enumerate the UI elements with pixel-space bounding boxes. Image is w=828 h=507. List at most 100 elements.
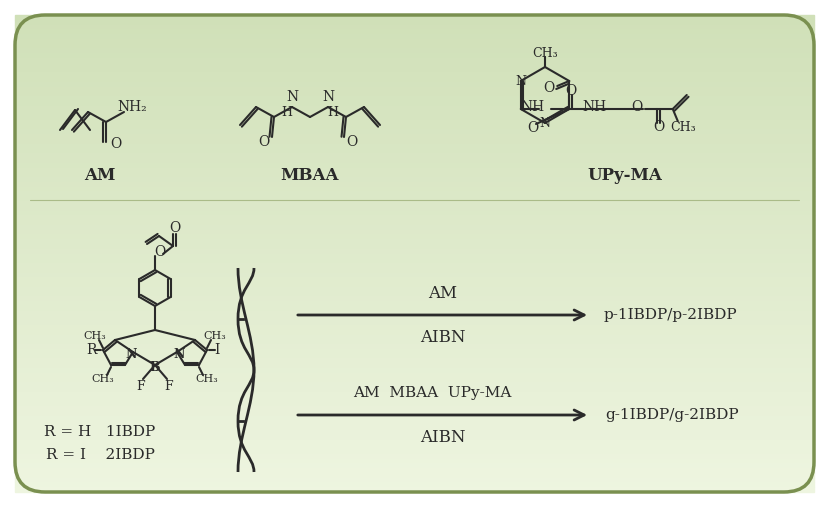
Text: N: N xyxy=(286,90,298,104)
Bar xyxy=(15,201,813,206)
Bar xyxy=(15,478,813,483)
Bar xyxy=(15,349,813,354)
Bar xyxy=(15,254,813,258)
Text: CH₃: CH₃ xyxy=(195,374,218,384)
Bar xyxy=(15,325,813,330)
Text: CH₃: CH₃ xyxy=(92,374,114,384)
Text: I: I xyxy=(214,343,219,357)
Bar xyxy=(15,34,813,39)
Text: CH₃: CH₃ xyxy=(669,121,695,133)
Bar xyxy=(15,382,813,387)
Bar xyxy=(15,363,813,368)
Bar xyxy=(15,311,813,315)
Text: O: O xyxy=(527,121,538,135)
Bar xyxy=(15,192,813,196)
Bar xyxy=(15,244,813,249)
Text: AIBN: AIBN xyxy=(419,329,465,345)
Bar xyxy=(15,230,813,234)
Bar xyxy=(15,387,813,392)
Text: O: O xyxy=(110,137,122,151)
Bar xyxy=(15,435,813,440)
Bar xyxy=(15,29,813,34)
Bar xyxy=(15,15,813,20)
Text: O: O xyxy=(154,245,166,259)
Bar xyxy=(15,105,813,111)
Bar xyxy=(15,187,813,192)
Bar xyxy=(15,149,813,153)
Bar xyxy=(15,48,813,53)
Bar xyxy=(15,292,813,297)
Bar xyxy=(15,473,813,478)
Bar xyxy=(15,392,813,396)
Bar xyxy=(15,420,813,425)
Text: O: O xyxy=(652,120,663,134)
Bar xyxy=(15,182,813,187)
Bar xyxy=(15,63,813,67)
Bar xyxy=(15,430,813,435)
Bar xyxy=(15,82,813,87)
Bar xyxy=(15,459,813,463)
Text: F: F xyxy=(165,380,173,393)
Bar xyxy=(15,39,813,44)
Text: CH₃: CH₃ xyxy=(84,331,106,341)
Bar xyxy=(15,454,813,459)
Text: F: F xyxy=(137,380,145,393)
Text: H: H xyxy=(327,105,338,119)
Bar xyxy=(15,330,813,335)
Text: AM  MBAA  UPy-MA: AM MBAA UPy-MA xyxy=(353,386,511,400)
Bar xyxy=(15,335,813,339)
Bar xyxy=(15,258,813,263)
Bar xyxy=(15,440,813,444)
Bar xyxy=(15,125,813,129)
Bar xyxy=(15,416,813,420)
Text: AM: AM xyxy=(427,284,456,302)
Bar xyxy=(15,58,813,63)
Text: O: O xyxy=(346,135,357,149)
Bar xyxy=(15,297,813,301)
Bar xyxy=(15,287,813,292)
Bar xyxy=(15,339,813,344)
Text: NH: NH xyxy=(520,100,544,114)
Bar xyxy=(15,306,813,311)
Bar xyxy=(15,196,813,201)
Bar xyxy=(15,220,813,225)
Bar xyxy=(15,153,813,158)
Text: AIBN: AIBN xyxy=(419,428,465,446)
Text: B: B xyxy=(150,360,160,374)
Bar xyxy=(15,101,813,105)
Text: UPy-MA: UPy-MA xyxy=(587,166,662,184)
Bar xyxy=(15,358,813,363)
Bar xyxy=(15,368,813,373)
Bar xyxy=(15,77,813,82)
Bar xyxy=(15,53,813,58)
Text: O: O xyxy=(630,100,642,114)
Bar xyxy=(15,225,813,230)
Bar xyxy=(15,177,813,182)
Bar xyxy=(15,24,813,29)
Text: p-1IBDP/p-2IBDP: p-1IBDP/p-2IBDP xyxy=(603,308,736,322)
Text: H: H xyxy=(282,105,292,119)
Text: O: O xyxy=(169,221,181,235)
Bar xyxy=(15,463,813,468)
Text: N: N xyxy=(321,90,334,104)
Text: N: N xyxy=(125,347,137,360)
Text: CH₃: CH₃ xyxy=(204,331,226,341)
Bar xyxy=(15,215,813,220)
Bar xyxy=(15,282,813,287)
Bar xyxy=(15,468,813,473)
Bar xyxy=(15,234,813,239)
Bar xyxy=(15,129,813,134)
Bar xyxy=(15,134,813,139)
Text: O: O xyxy=(258,135,269,149)
Bar xyxy=(15,373,813,378)
Text: g-1IBDP/g-2IBDP: g-1IBDP/g-2IBDP xyxy=(604,408,738,422)
Bar xyxy=(15,273,813,277)
Bar xyxy=(15,144,813,149)
Text: N: N xyxy=(173,347,185,360)
Bar xyxy=(15,301,813,306)
Text: N: N xyxy=(515,75,526,88)
Bar xyxy=(15,158,813,163)
Bar xyxy=(15,163,813,168)
Bar xyxy=(15,67,813,72)
Bar xyxy=(15,120,813,125)
